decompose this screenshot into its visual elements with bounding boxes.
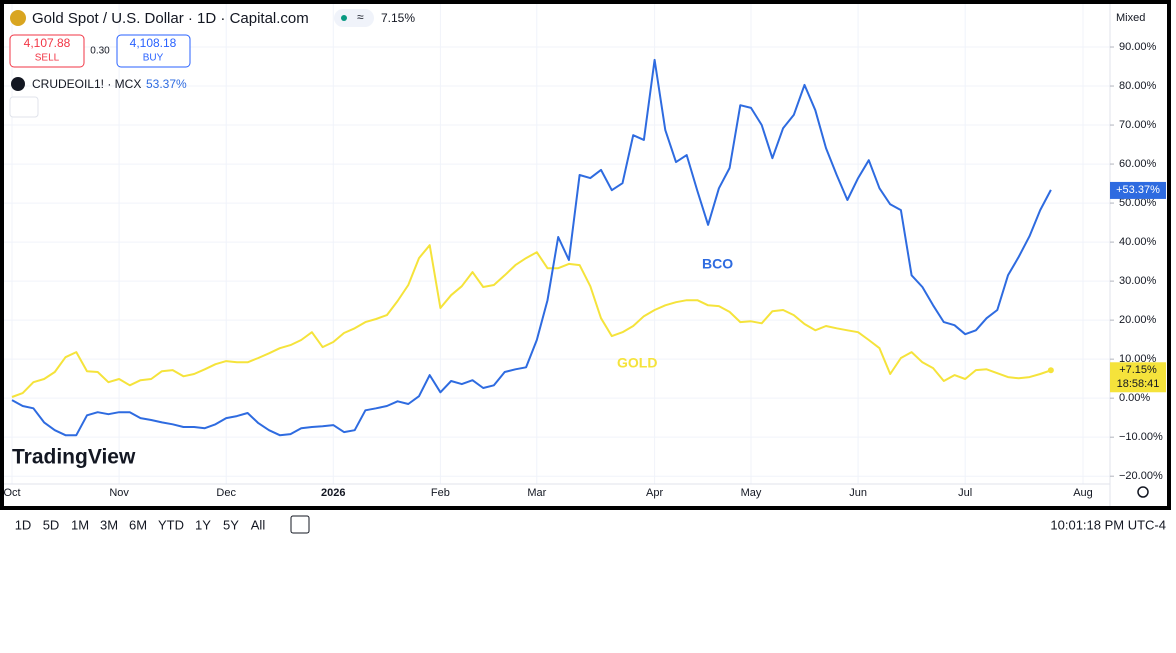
sell-button[interactable]	[9, 34, 85, 68]
y-tick-label: 40.00%	[1119, 236, 1157, 248]
x-tick-label: Oct	[3, 487, 20, 499]
range-button[interactable]: 5D	[43, 517, 60, 532]
buy-button[interactable]	[116, 34, 191, 68]
y-tick-label: 60.00%	[1119, 158, 1157, 170]
series-title: CRUDEOIL1! · MCX	[32, 77, 141, 91]
scale-mode[interactable]: Mixed	[1116, 12, 1145, 24]
y-tick-label: 10.00%	[1119, 353, 1157, 365]
range-button[interactable]: 5Y	[223, 517, 239, 532]
clock: 10:01:18 PM UTC-4	[1050, 517, 1166, 532]
y-tick-label: 70.00%	[1119, 119, 1157, 131]
series-title: Gold Spot / U.S. Dollar · 1D · Capital.c…	[32, 10, 309, 27]
range-button[interactable]: 1M	[71, 517, 89, 532]
x-tick-label: Jul	[958, 487, 972, 499]
x-tick-label: Dec	[216, 487, 236, 499]
y-tick-label: 90.00%	[1119, 41, 1157, 53]
y-tick-label: 80.00%	[1119, 80, 1157, 92]
spread: 0.30	[90, 46, 110, 57]
range-button[interactable]: 1Y	[195, 517, 211, 532]
price-tag-label: +7.15%	[1119, 364, 1157, 376]
range-button[interactable]: YTD	[158, 517, 184, 532]
brand-logo: TradingView	[12, 446, 136, 469]
x-tick-label: Nov	[109, 487, 129, 499]
x-tick-label: Apr	[646, 487, 663, 499]
x-tick-label: Mar	[527, 487, 546, 499]
gold-change: 7.15%	[381, 11, 415, 25]
range-button[interactable]: All	[251, 517, 266, 532]
y-tick-label: −20.00%	[1119, 470, 1163, 482]
buy-label: BUY	[143, 53, 164, 64]
y-tick-label: 0.00%	[1119, 392, 1150, 404]
series-annotation: GOLD	[617, 355, 657, 371]
oil-change: 53.37%	[146, 77, 187, 91]
last-point	[1047, 367, 1054, 374]
frame	[0, 0, 1171, 510]
oil-icon	[11, 77, 25, 91]
x-tick-label: Jun	[849, 487, 867, 499]
settings-icon[interactable]	[1137, 486, 1149, 498]
series-line	[11, 244, 1052, 398]
buy-price: 4,108.18	[130, 36, 177, 50]
x-tick-label: Feb	[431, 487, 450, 499]
sell-price: 4,107.88	[24, 36, 71, 50]
series-line	[11, 58, 1052, 437]
price-tag	[1110, 362, 1166, 393]
range-button[interactable]: 6M	[129, 517, 147, 532]
y-tick-label: 30.00%	[1119, 275, 1157, 287]
status-dot	[341, 15, 347, 21]
countdown: 18:58:41	[1117, 378, 1160, 390]
status-icon: ≈	[357, 10, 364, 24]
x-tick-label: 2026	[321, 487, 345, 499]
series-annotation: BCO	[702, 256, 733, 272]
range-button[interactable]: 3M	[100, 517, 118, 532]
x-tick-label: May	[741, 487, 762, 499]
status-badge	[334, 9, 374, 27]
sell-label: SELL	[35, 53, 60, 64]
price-tag	[1110, 181, 1166, 199]
price-tag-label: +53.37%	[1116, 184, 1160, 196]
collapse-button[interactable]	[9, 96, 39, 118]
range-button[interactable]: 1D	[15, 517, 32, 532]
y-tick-label: 50.00%	[1119, 197, 1157, 209]
gold-icon	[10, 10, 26, 26]
x-tick-label: Aug	[1073, 487, 1093, 499]
date-range-icon[interactable]	[290, 515, 310, 534]
y-tick-label: 20.00%	[1119, 314, 1157, 326]
y-tick-label: −10.00%	[1119, 431, 1163, 443]
